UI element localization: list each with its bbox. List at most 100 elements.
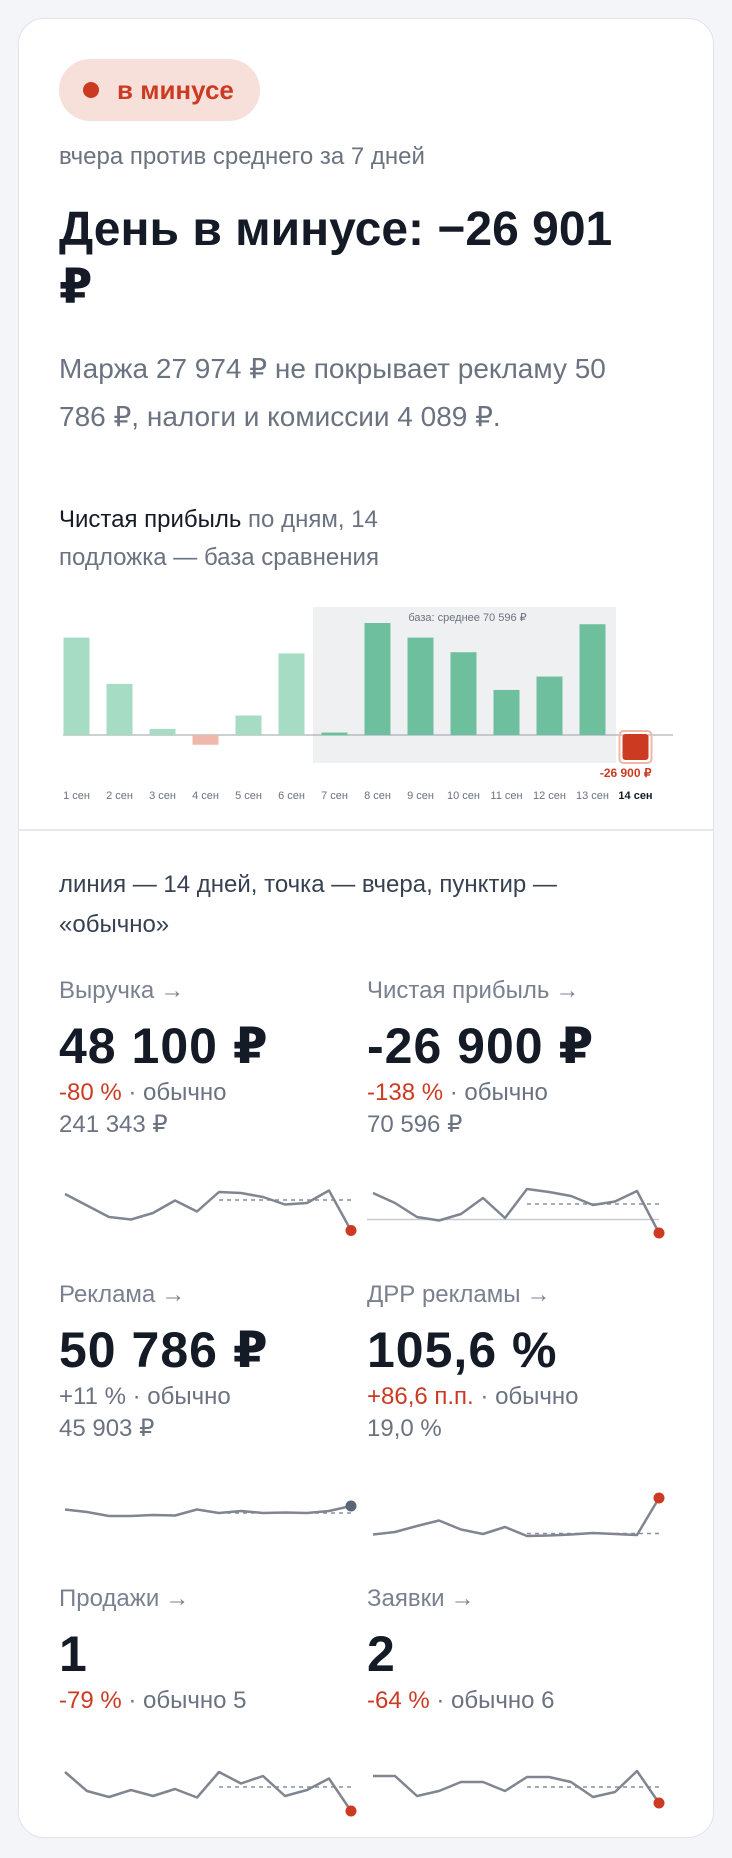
metric-sparkline [367, 1187, 665, 1239]
x-tick-label: 6 сен [278, 790, 305, 802]
metric-delta-row: +11 % · обычно [59, 1381, 359, 1413]
bar-13 [579, 624, 606, 735]
bar-10 [450, 652, 477, 735]
chart-title: Чистая прибыль по дням, 14 подложка — ба… [59, 501, 659, 577]
metric-delta-row: -79 % · обычно 5 [59, 1685, 359, 1717]
status-badge: в минусе [59, 59, 260, 121]
x-tick-label: 4 сен [192, 790, 219, 802]
bar-6 [278, 653, 305, 735]
metric-label[interactable]: Реклама → [59, 1281, 359, 1315]
metric-value: 1 [59, 1626, 88, 1682]
metric-card[interactable]: Выручка → 48 100 ₽ -80 % · обычно 241 343 ₽ [59, 977, 359, 1141]
x-tick-label: 11 сен [490, 790, 522, 802]
metric-usual-value: 45 903 ₽ [59, 1415, 155, 1442]
x-tick-label: 9 сен [407, 790, 434, 802]
metric-card[interactable]: Продажи → 1 -79 % · обычно 5 [59, 1585, 359, 1717]
sparkline-today-dot [653, 1492, 665, 1504]
metric-usual-label: · обычно [473, 1383, 579, 1410]
metric-label[interactable]: ДРР рекламы → [367, 1281, 667, 1315]
metric-usual-value: 70 596 ₽ [367, 1111, 463, 1138]
metric-value: 48 100 ₽ [59, 1018, 269, 1074]
sparkline-today-dot [653, 1227, 665, 1239]
metric-sparkline [64, 1770, 357, 1817]
x-tick-label: 14 сен [618, 790, 652, 802]
sparkline-today-dot [653, 1797, 665, 1809]
metric-label[interactable]: Выручка → [59, 977, 359, 1011]
profit-bar-chart: база: среднее 70 596 ₽ 1 сен 2 сен 3 сен 4 с… [63, 607, 673, 802]
metric-usual-label: · обычно 6 [429, 1687, 555, 1714]
bar-8 [364, 623, 391, 735]
metric-label-text: Реклама [59, 1281, 156, 1308]
metric-delta-row: -80 % · обычно [59, 1077, 359, 1109]
metric-delta: -138 % [367, 1079, 444, 1106]
metric-card[interactable]: ДРР рекламы → 105,6 % +86,6 п.п. · обычно 19… [367, 1281, 667, 1445]
metric-usual-value: 19,0 % [367, 1415, 442, 1442]
metric-usual-label: · обычно [125, 1383, 231, 1410]
chart-subtitle: подложка — база сравнения [59, 544, 379, 571]
metric-delta: -79 % [59, 1687, 122, 1714]
bar-11 [493, 689, 520, 735]
metric-label-text: Продажи [59, 1585, 160, 1612]
sparkline-path [372, 1187, 661, 1234]
x-tick-label: 8 сен [364, 790, 391, 802]
arrow-right-icon: → [165, 1585, 190, 1612]
metric-label-text: ДРР рекламы [367, 1281, 521, 1308]
metric-label-text: Чистая прибыль [367, 977, 550, 1004]
metric-delta-row: -64 % · обычно 6 [367, 1685, 667, 1717]
x-tick-label: 1 сен [63, 790, 90, 802]
bar-9 [407, 637, 434, 735]
bar-12 [536, 676, 563, 735]
today-bar-highlight [618, 730, 653, 764]
metric-delta-row: -138 % · обычно [367, 1077, 667, 1109]
metric-card[interactable]: Чистая прибыль → -26 900 ₽ -138 % · обычно 7… [367, 977, 667, 1141]
metric-label[interactable]: Заявки → [367, 1585, 667, 1619]
metric-delta: -64 % [367, 1687, 430, 1714]
summary-card: в минусе вчера против среднего за 7 дней… [18, 18, 714, 1838]
sparkline-path [372, 1497, 661, 1538]
arrow-right-icon: → [526, 1281, 551, 1308]
bar-value-label-last: -26 900 ₽ [600, 766, 652, 780]
chart-title-bold: Чистая прибыль [59, 506, 242, 533]
x-tick-label: 13 сен [576, 790, 609, 802]
sparkline-today-dot [345, 1225, 357, 1236]
metric-value: 105,6 % [367, 1322, 558, 1378]
x-tick-label: 7 сен [321, 790, 348, 802]
metric-label[interactable]: Продажи → [59, 1585, 359, 1619]
x-tick-label: 10 сен [447, 790, 480, 802]
metric-value: 2 [367, 1626, 396, 1682]
arrow-right-icon: → [555, 977, 580, 1004]
x-tick-label: 5 сен [235, 790, 262, 802]
metric-delta: +11 % [59, 1383, 126, 1410]
x-tick-label: 3 сен [149, 790, 176, 802]
sparkline-path [64, 1189, 353, 1232]
description: Маржа 27 974 ₽ не покрывает рекламу 50 7… [59, 353, 606, 432]
sparkline-path [64, 1770, 353, 1812]
bar-2 [106, 683, 133, 735]
bar-1 [63, 637, 90, 735]
arrow-right-icon: → [160, 977, 185, 1004]
bar-3 [149, 728, 176, 735]
metric-value: -26 900 ₽ [367, 1018, 595, 1074]
metric-value: 50 786 ₽ [59, 1322, 269, 1378]
metric-usual-label: · обычно [443, 1079, 548, 1106]
status-label: в минусе [117, 74, 234, 105]
metric-sparkline [64, 1189, 357, 1236]
headline: День в минусе: −26 901 ₽ [59, 203, 613, 314]
arrow-right-icon: → [161, 1281, 186, 1308]
metric-card[interactable]: Реклама → 50 786 ₽ +11 % · обычно 45 903 ₽ [59, 1281, 359, 1445]
metric-card[interactable]: Заявки → 2 -64 % · обычно 6 [367, 1585, 667, 1717]
section-divider [19, 829, 713, 831]
metric-label-text: Заявки [367, 1585, 445, 1612]
metric-usual-label: · обычно [121, 1079, 227, 1106]
metric-label[interactable]: Чистая прибыль → [367, 977, 667, 1011]
metric-sparkline [373, 1769, 665, 1809]
sparkline-today-dot [345, 1500, 357, 1512]
bar-5 [235, 715, 262, 735]
metric-usual-label: · обычно 5 [121, 1687, 247, 1714]
metric-usual-value: 241 343 ₽ [59, 1111, 168, 1138]
status-dot-icon [83, 82, 99, 98]
bar-7 [321, 732, 348, 736]
metric-delta: +86,6 п.п. [367, 1383, 474, 1410]
metric-sparkline [372, 1492, 665, 1538]
arrow-right-icon: → [450, 1585, 475, 1612]
